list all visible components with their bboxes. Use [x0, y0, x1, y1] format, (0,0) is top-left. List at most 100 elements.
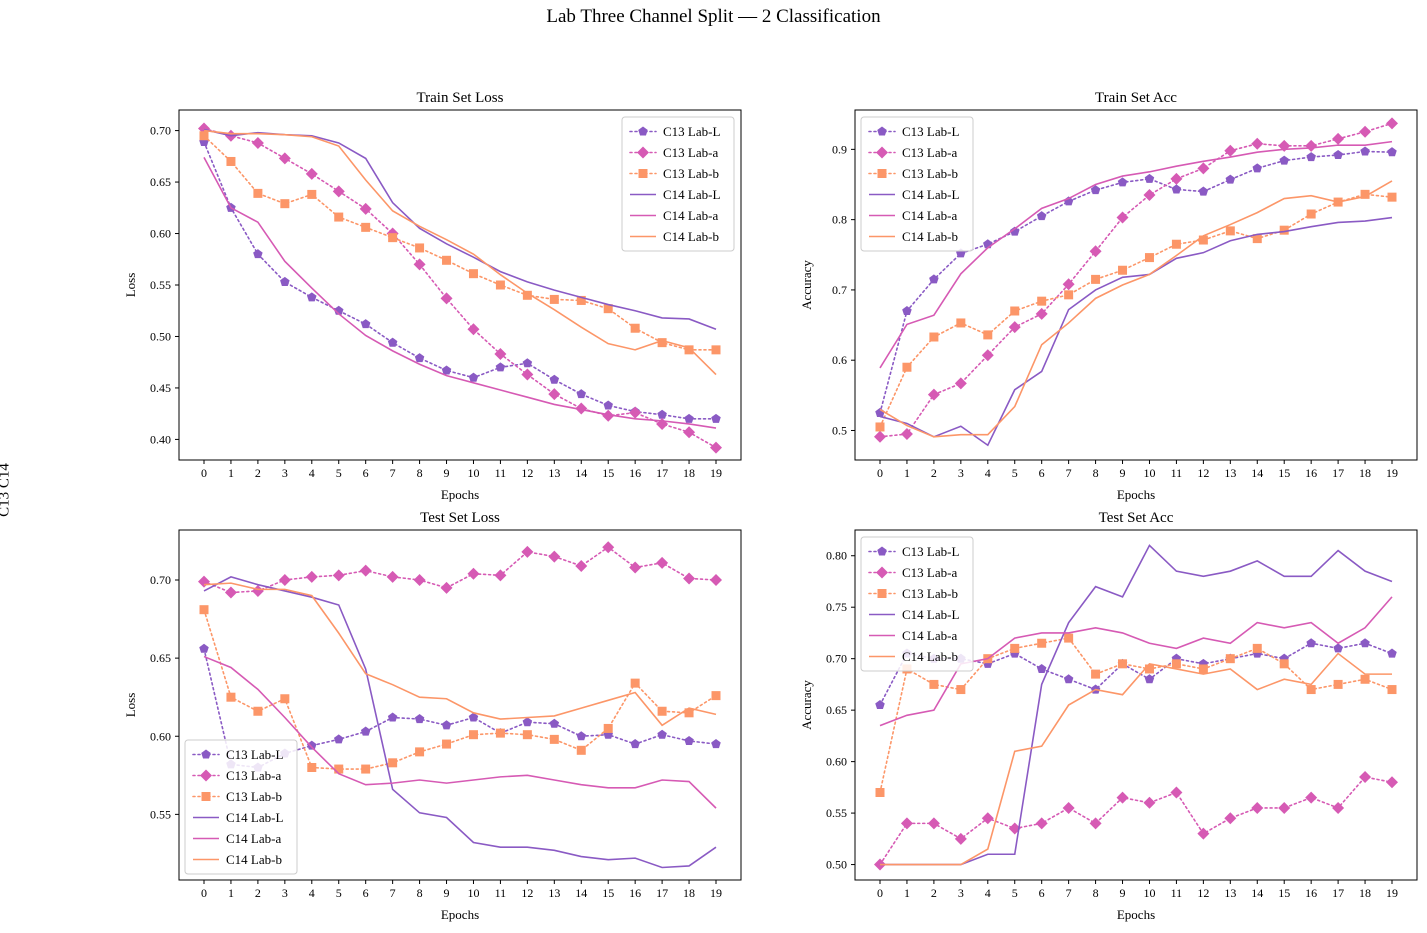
data-point-c13-lab-a — [954, 377, 967, 390]
test-set-acc-ylabel: Accuracy — [799, 680, 814, 730]
train-set-loss-title: Train Set Loss — [417, 90, 504, 106]
x-tick-label: 8 — [417, 466, 423, 480]
test-set-acc-frame — [854, 529, 1418, 881]
train-set-acc-series-c14-lab-b — [879, 180, 1393, 438]
x-tick-label: 15 — [602, 886, 614, 900]
data-point-c13-lab-a — [981, 349, 994, 362]
data-point-c13-lab-b — [657, 338, 667, 348]
y-tick-label: 0.40 — [150, 432, 171, 446]
data-point-c13-lab-l — [630, 739, 640, 749]
data-point-c13-lab-a — [359, 564, 372, 577]
test-set-loss-series-c14-lab-l — [203, 576, 717, 869]
data-point-c13-lab-b — [199, 605, 209, 615]
data-point-c13-lab-b — [415, 243, 425, 253]
x-tick-label: 3 — [958, 466, 964, 480]
data-point-c13-lab-a — [1359, 771, 1372, 784]
test-set-loss-frame — [178, 529, 742, 881]
data-point-c13-lab-b — [1171, 659, 1181, 669]
legend-label-c13-lab-l: C13 Lab-L — [226, 747, 283, 762]
data-point-c13-lab-l — [711, 413, 721, 423]
data-point-c13-lab-a — [521, 368, 534, 381]
data-point-c13-lab-a — [629, 406, 642, 419]
data-point-c13-lab-b — [1279, 225, 1289, 235]
data-point-c13-lab-a — [521, 545, 534, 558]
x-tick-label: 10 — [1143, 886, 1155, 900]
data-point-c13-lab-l — [495, 362, 506, 372]
x-tick-label: 1 — [228, 886, 234, 900]
data-point-c13-lab-b — [334, 764, 344, 774]
data-point-c13-lab-a — [359, 202, 372, 215]
data-point-c13-lab-b — [1198, 664, 1208, 674]
legend-label-c13-lab-l: C13 Lab-L — [902, 124, 959, 139]
data-point-c13-lab-a — [386, 570, 399, 583]
x-tick-label: 7 — [390, 886, 396, 900]
data-point-c13-lab-a — [1089, 245, 1102, 258]
data-point-c13-lab-a — [683, 426, 696, 439]
test-set-acc-series-c13-lab-a — [874, 771, 1398, 871]
data-point-c13-lab-a — [413, 574, 426, 586]
data-point-c13-lab-a — [548, 550, 561, 563]
data-point-c13-lab-b — [522, 290, 532, 300]
data-point-c13-lab-b — [711, 345, 721, 355]
legend-label-c13-lab-b: C13 Lab-b — [902, 586, 958, 601]
train-set-acc-series-c14-lab-l — [879, 216, 1393, 447]
train-set-acc-series-c13-lab-l — [875, 146, 1397, 417]
x-tick-label: 5 — [336, 886, 342, 900]
train-set-loss-series-c13-lab-b — [199, 131, 721, 355]
data-point-c13-lab-b — [1306, 209, 1316, 219]
data-point-c13-lab-a — [1332, 801, 1345, 814]
data-point-c13-lab-l — [468, 372, 479, 382]
data-point-c13-lab-b — [1064, 633, 1074, 643]
legend-marker-c13-lab-a — [876, 146, 888, 159]
test-set-loss-legend: C13 Lab-L C13 Lab-a C13 Lab-b C14 Lab-L C14 … — [184, 739, 298, 875]
x-tick-label: 7 — [390, 466, 396, 480]
test-set-loss-title: Test Set Loss — [420, 510, 500, 526]
data-point-c13-lab-a — [683, 572, 696, 585]
x-tick-label: 12 — [1197, 886, 1209, 900]
data-point-c13-lab-a — [1197, 827, 1210, 840]
data-point-c13-lab-a — [548, 388, 561, 401]
y-tick-label: 0.55 — [826, 806, 847, 820]
data-point-c13-lab-l — [929, 274, 939, 284]
y-tick-label: 0.9 — [832, 142, 847, 156]
train-set-loss-series-c14-lab-a — [203, 156, 717, 429]
x-tick-label: 2 — [931, 886, 937, 900]
data-point-c13-lab-b — [226, 692, 236, 702]
data-point-c13-lab-a — [575, 402, 588, 415]
legend-label-c14-lab-l: C14 Lab-L — [902, 187, 959, 202]
data-point-c13-lab-l — [711, 739, 721, 749]
y-tick-label: 0.60 — [150, 729, 171, 743]
data-point-c13-lab-a — [900, 427, 913, 440]
x-tick-label: 14 — [575, 466, 587, 480]
data-point-c13-lab-b — [280, 694, 290, 704]
x-tick-label: 11 — [495, 466, 507, 480]
x-tick-label: 19 — [710, 886, 722, 900]
data-point-c13-lab-l — [199, 643, 209, 653]
y-tick-label: 0.55 — [150, 278, 171, 292]
data-point-c13-lab-a — [602, 541, 615, 554]
data-point-c13-lab-l — [307, 292, 317, 302]
data-point-c13-lab-a — [251, 584, 264, 597]
x-tick-label: 1 — [228, 466, 234, 480]
x-tick-label: 16 — [1305, 466, 1317, 480]
series-line-c14-lab-b — [203, 582, 717, 727]
data-point-c13-lab-b — [630, 323, 640, 333]
data-point-c13-lab-b — [1144, 664, 1154, 674]
x-tick-label: 3 — [958, 886, 964, 900]
data-point-c13-lab-l — [307, 740, 317, 750]
series-line-c13-lab-a — [879, 776, 1393, 866]
data-point-c13-lab-l — [1333, 643, 1343, 653]
data-point-c13-lab-b — [415, 747, 425, 757]
train-set-acc-title: Train Set Acc — [1095, 90, 1177, 106]
test-set-acc-series-c14-lab-b — [880, 652, 1392, 866]
legend-label-c14-lab-l: C14 Lab-L — [902, 607, 959, 622]
train-set-loss-series-c14-lab-b — [203, 129, 717, 376]
data-point-c13-lab-a — [1089, 817, 1102, 830]
data-point-c13-lab-l — [387, 712, 398, 722]
x-tick-label: 8 — [1093, 466, 1099, 480]
data-point-c13-lab-a — [1224, 144, 1237, 157]
data-point-c13-lab-b — [1306, 685, 1316, 695]
data-point-c13-lab-a — [1224, 812, 1237, 825]
